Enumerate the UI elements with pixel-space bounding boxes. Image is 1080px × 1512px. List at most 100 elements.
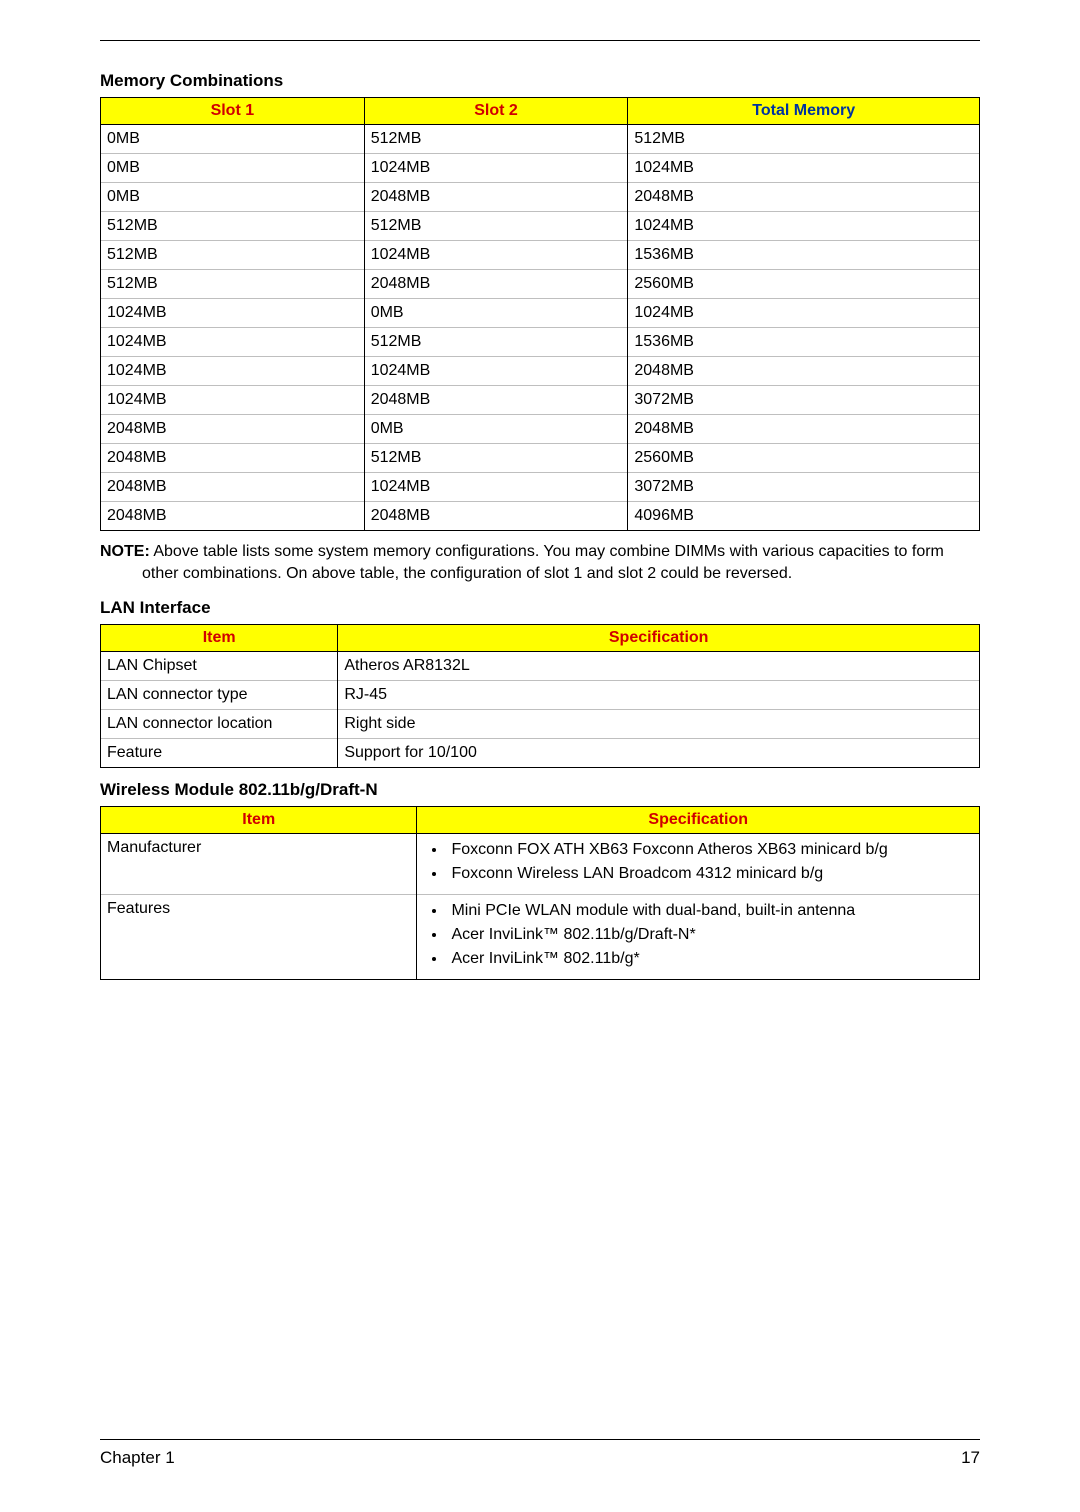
spec-list: Foxconn FOX ATH XB63 Foxconn Atheros XB6…	[423, 841, 973, 883]
table-cell: 512MB	[101, 212, 365, 241]
table-cell: 0MB	[101, 125, 365, 154]
note-text: Above table lists some system memory con…	[142, 543, 944, 582]
memory-header-slot2: Slot 2	[364, 98, 628, 125]
table-cell: 2048MB	[364, 502, 628, 531]
table-cell: 512MB	[628, 125, 980, 154]
table-cell: Features	[101, 895, 417, 980]
wireless-title: Wireless Module 802.11b/g/Draft-N	[100, 780, 980, 800]
page: Memory Combinations Slot 1 Slot 2 Total …	[0, 0, 1080, 1512]
table-cell: 1024MB	[364, 473, 628, 502]
memory-tbody: 0MB512MB512MB0MB1024MB1024MB0MB2048MB204…	[101, 125, 980, 531]
table-row: 1024MB0MB1024MB	[101, 299, 980, 328]
table-cell: 1024MB	[364, 357, 628, 386]
table-row: LAN connector typeRJ-45	[101, 681, 980, 710]
table-row: 512MB1024MB1536MB	[101, 241, 980, 270]
table-cell: 0MB	[364, 299, 628, 328]
table-cell: 2560MB	[628, 270, 980, 299]
list-item: Acer InviLink™ 802.11b/g*	[447, 950, 973, 968]
lan-header-row: Item Specification	[101, 625, 980, 652]
table-cell: 1024MB	[101, 386, 365, 415]
table-row: FeatureSupport for 10/100	[101, 739, 980, 768]
memory-header-total: Total Memory	[628, 98, 980, 125]
table-row: Manufacturer Foxconn FOX ATH XB63 Foxconn…	[101, 834, 980, 895]
table-cell: 1024MB	[101, 328, 365, 357]
table-cell: 512MB	[101, 270, 365, 299]
note-block: NOTE: Above table lists some system memo…	[100, 541, 980, 584]
table-cell: Foxconn FOX ATH XB63 Foxconn Atheros XB6…	[417, 834, 980, 895]
top-rule	[100, 40, 980, 41]
table-cell: LAN connector type	[101, 681, 338, 710]
table-cell: 512MB	[364, 328, 628, 357]
wireless-header-item: Item	[101, 807, 417, 834]
lan-table: Item Specification LAN ChipsetAtheros AR…	[100, 624, 980, 768]
wireless-header-spec: Specification	[417, 807, 980, 834]
table-row: Features Mini PCIe WLAN module with dual-…	[101, 895, 980, 980]
wireless-tbody: Manufacturer Foxconn FOX ATH XB63 Foxconn…	[101, 834, 980, 980]
table-cell: Mini PCIe WLAN module with dual-band, bu…	[417, 895, 980, 980]
list-item: Mini PCIe WLAN module with dual-band, bu…	[447, 902, 973, 920]
lan-header-spec: Specification	[338, 625, 980, 652]
table-cell: 1024MB	[101, 357, 365, 386]
table-cell: Support for 10/100	[338, 739, 980, 768]
table-cell: 2560MB	[628, 444, 980, 473]
table-cell: 1536MB	[628, 241, 980, 270]
table-row: 0MB512MB512MB	[101, 125, 980, 154]
table-cell: 1024MB	[364, 241, 628, 270]
table-cell: LAN connector location	[101, 710, 338, 739]
table-cell: 2048MB	[101, 444, 365, 473]
table-row: 0MB2048MB2048MB	[101, 183, 980, 212]
table-cell: 512MB	[364, 125, 628, 154]
table-row: 2048MB0MB2048MB	[101, 415, 980, 444]
table-cell: 512MB	[101, 241, 365, 270]
memory-header-row: Slot 1 Slot 2 Total Memory	[101, 98, 980, 125]
table-cell: 2048MB	[364, 270, 628, 299]
table-cell: 1536MB	[628, 328, 980, 357]
table-cell: 0MB	[364, 415, 628, 444]
wireless-table: Item Specification Manufacturer Foxconn F…	[100, 806, 980, 980]
memory-table: Slot 1 Slot 2 Total Memory 0MB512MB512MB…	[100, 97, 980, 531]
table-cell: 0MB	[101, 154, 365, 183]
lan-title: LAN Interface	[100, 598, 980, 618]
memory-title: Memory Combinations	[100, 71, 980, 91]
table-row: 2048MB2048MB4096MB	[101, 502, 980, 531]
list-item: Foxconn FOX ATH XB63 Foxconn Atheros XB6…	[447, 841, 973, 859]
table-cell: 1024MB	[628, 212, 980, 241]
table-cell: 0MB	[101, 183, 365, 212]
table-row: LAN connector locationRight side	[101, 710, 980, 739]
spec-list: Mini PCIe WLAN module with dual-band, bu…	[423, 902, 973, 968]
table-row: 2048MB1024MB3072MB	[101, 473, 980, 502]
table-cell: Manufacturer	[101, 834, 417, 895]
table-row: 512MB2048MB2560MB	[101, 270, 980, 299]
table-cell: 3072MB	[628, 386, 980, 415]
table-cell: Feature	[101, 739, 338, 768]
table-cell: 1024MB	[628, 299, 980, 328]
wireless-header-row: Item Specification	[101, 807, 980, 834]
table-cell: 2048MB	[628, 183, 980, 212]
footer-page-number: 17	[961, 1448, 980, 1468]
list-item: Acer InviLink™ 802.11b/g/Draft-N*	[447, 926, 973, 944]
table-cell: RJ-45	[338, 681, 980, 710]
lan-tbody: LAN ChipsetAtheros AR8132LLAN connector …	[101, 652, 980, 768]
table-row: 512MB512MB1024MB	[101, 212, 980, 241]
table-cell: Right side	[338, 710, 980, 739]
table-cell: LAN Chipset	[101, 652, 338, 681]
table-cell: 512MB	[364, 212, 628, 241]
table-cell: 2048MB	[364, 183, 628, 212]
table-row: 1024MB512MB1536MB	[101, 328, 980, 357]
footer: Chapter 1 17	[100, 1439, 980, 1468]
table-cell: 2048MB	[628, 415, 980, 444]
table-cell: 1024MB	[364, 154, 628, 183]
table-cell: 4096MB	[628, 502, 980, 531]
table-cell: 3072MB	[628, 473, 980, 502]
table-row: 1024MB2048MB3072MB	[101, 386, 980, 415]
table-cell: 1024MB	[628, 154, 980, 183]
table-cell: 2048MB	[628, 357, 980, 386]
table-row: 1024MB1024MB2048MB	[101, 357, 980, 386]
table-cell: Atheros AR8132L	[338, 652, 980, 681]
table-cell: 2048MB	[101, 473, 365, 502]
table-cell: 512MB	[364, 444, 628, 473]
table-cell: 2048MB	[101, 415, 365, 444]
lan-header-item: Item	[101, 625, 338, 652]
footer-chapter: Chapter 1	[100, 1448, 175, 1468]
table-cell: 1024MB	[101, 299, 365, 328]
